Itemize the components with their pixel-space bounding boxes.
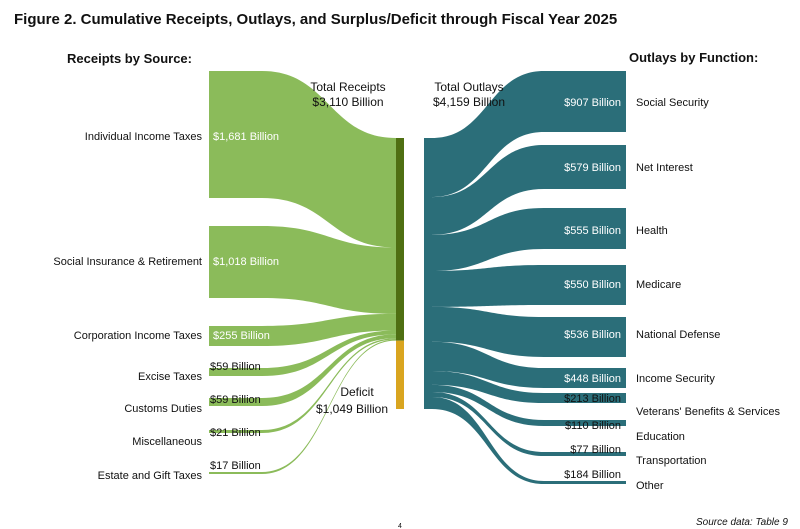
- receipt-block-customs-duties: [209, 398, 262, 406]
- flow-labels: Individual Income Taxes $1,681 Billion Soc…: [53, 97, 780, 492]
- outlay-block-other: [544, 481, 626, 484]
- outlay-flow-net-interest: [432, 145, 544, 235]
- page-number: 4: [398, 523, 402, 529]
- total-receipts-bar: [396, 138, 404, 341]
- outlay-block-education: [544, 420, 626, 426]
- outlay-name-social-security: Social Security: [636, 97, 709, 109]
- outlay-flow-education: [432, 384, 544, 426]
- outlay-name-education: Education: [636, 431, 685, 443]
- outlay-flow-other: [432, 397, 544, 484]
- outlay-block-social-security: [544, 71, 626, 132]
- receipt-value-individual-income-taxes: $1,681 Billion: [213, 131, 279, 143]
- outlay-flow-veterans-benefits-and-services: [432, 370, 544, 403]
- receipt-value-corporation-income-taxes: $255 Billion: [213, 330, 270, 342]
- outlay-flow-health: [432, 208, 544, 271]
- receipt-block-social-insurance-and-retirement: [209, 226, 262, 298]
- outlay-value-education: $110 Billion: [565, 420, 621, 432]
- receipt-block-estate-and-gift-taxes: [209, 472, 262, 474]
- outlay-value-veterans-benefits-and-services: $213 Billion: [564, 393, 621, 405]
- receipt-flow-miscellaneous: [262, 338, 396, 433]
- total-bars: [396, 138, 432, 409]
- outlay-value-income-security: $448 Billion: [564, 373, 621, 385]
- outlay-value-national-defense: $536 Billion: [564, 329, 621, 341]
- outlay-flow-transportation: [432, 391, 544, 456]
- outlay-flow-income-security: [432, 341, 544, 388]
- deficit-bar: [396, 340, 404, 409]
- receipt-value-excise-taxes: $59 Billion: [210, 361, 261, 373]
- outlay-value-net-interest: $579 Billion: [564, 162, 621, 174]
- outlay-value-health: $555 Billion: [564, 225, 621, 237]
- receipt-block-corporation-income-taxes: [209, 326, 262, 346]
- receipt-name-corporation-income-taxes: Corporation Income Taxes: [74, 330, 203, 342]
- outlay-flow-medicare: [432, 265, 544, 307]
- receipt-name-miscellaneous: Miscellaneous: [132, 436, 202, 448]
- receipt-name-social-insurance-and-retirement: Social Insurance & Retirement: [53, 256, 202, 268]
- outlay-value-medicare: $550 Billion: [564, 279, 621, 291]
- receipt-block-excise-taxes: [209, 368, 262, 376]
- receipt-name-individual-income-taxes: Individual Income Taxes: [85, 131, 203, 143]
- deficit-label: Deficit: [340, 385, 374, 399]
- total-outlays-bar: [424, 138, 432, 409]
- total-outlays-label: Total Outlays: [434, 80, 503, 94]
- total-outlays-value: $4,159 Billion: [433, 95, 505, 109]
- figure-title: Figure 2. Cumulative Receipts, Outlays, …: [14, 11, 617, 28]
- outlay-block-medicare: [544, 265, 626, 305]
- outlay-name-other: Other: [636, 480, 664, 492]
- outlays-heading: Outlays by Function:: [629, 50, 758, 65]
- outlay-block-national-defense: [544, 317, 626, 357]
- receipt-name-estate-and-gift-taxes: Estate and Gift Taxes: [98, 470, 203, 482]
- outlay-name-net-interest: Net Interest: [636, 162, 693, 174]
- receipt-flow-estate-and-gift-taxes: [262, 339, 396, 474]
- receipt-block-individual-income-taxes: [209, 71, 262, 198]
- outlay-name-medicare: Medicare: [636, 279, 681, 291]
- receipt-value-social-insurance-and-retirement: $1,018 Billion: [213, 256, 279, 268]
- outlay-value-other: $184 Billion: [564, 469, 621, 481]
- receipt-value-miscellaneous: $21 Billion: [210, 427, 261, 439]
- receipt-value-estate-and-gift-taxes: $17 Billion: [210, 460, 261, 472]
- outlay-block-income-security: [544, 368, 626, 388]
- receipt-flow-customs-duties: [262, 334, 396, 406]
- receipt-value-customs-duties: $59 Billion: [210, 394, 261, 406]
- total-receipts-label: Total Receipts: [310, 80, 385, 94]
- receipt-flow-individual-income-taxes: [262, 71, 396, 248]
- outlay-flows: [432, 71, 626, 484]
- receipt-name-excise-taxes: Excise Taxes: [138, 371, 202, 383]
- receipt-name-customs-duties: Customs Duties: [124, 403, 202, 415]
- outlay-block-net-interest: [544, 145, 626, 189]
- source-note: Source data: Table 9: [696, 517, 788, 528]
- outlay-block-health: [544, 208, 626, 249]
- receipt-flow-social-insurance-and-retirement: [262, 226, 396, 314]
- outlay-name-national-defense: National Defense: [636, 329, 720, 341]
- receipt-block-miscellaneous: [209, 430, 262, 433]
- total-receipts-value: $3,110 Billion: [312, 95, 383, 109]
- receipt-flow-excise-taxes: [262, 330, 396, 376]
- outlay-block-veterans-benefits-and-services: [544, 393, 626, 403]
- outlay-value-social-security: $907 Billion: [564, 97, 621, 109]
- outlay-block-transportation: [544, 452, 626, 456]
- outlay-name-income-security: Income Security: [636, 373, 715, 385]
- outlay-name-health: Health: [636, 225, 668, 237]
- receipts-heading: Receipts by Source:: [67, 51, 192, 66]
- receipt-flows: [209, 71, 396, 474]
- outlay-value-transportation: $77 Billion: [570, 444, 621, 456]
- outlay-flow-social-security: [432, 71, 544, 198]
- outlay-name-veterans-benefits-and-services: Veterans' Benefits & Services: [636, 406, 780, 418]
- outlay-name-transportation: Transportation: [636, 455, 707, 467]
- deficit-value: $1,049 Billion: [316, 402, 388, 416]
- receipt-flow-corporation-income-taxes: [262, 313, 396, 346]
- outlay-flow-national-defense: [432, 306, 544, 357]
